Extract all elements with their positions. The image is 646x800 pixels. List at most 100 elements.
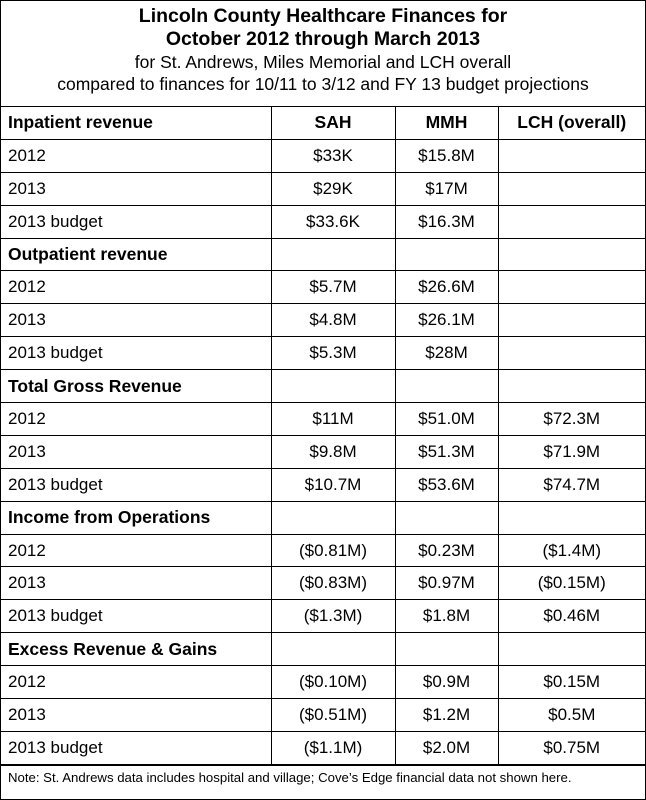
row-label: 2013 budget xyxy=(1,599,272,634)
row-label: 2012 xyxy=(1,665,272,700)
table-row: 2013 $9.8M $51.3M $71.9M xyxy=(1,434,645,469)
value-cell: $28M xyxy=(394,336,499,371)
row-label: 2012 xyxy=(1,533,272,568)
value-cell: $1.8M xyxy=(394,599,499,634)
value-cell: $15.8M xyxy=(394,138,499,173)
table-row: 2013 $4.8M $26.1M xyxy=(1,303,645,338)
section-header-row: Excess Revenue & Gains xyxy=(1,632,645,667)
value-cell: $0.15M xyxy=(497,665,645,700)
value-cell: ($1.4M) xyxy=(497,533,645,568)
empty-cell xyxy=(270,500,396,535)
table-row: 2013 budget ($1.1M) $2.0M $0.75M xyxy=(1,730,645,765)
finance-table: Inpatient revenue SAH MMH LCH (overall) 2012… xyxy=(1,107,645,765)
value-cell: $0.9M xyxy=(394,665,499,700)
table-row: 2013 budget $33.6K $16.3M xyxy=(1,204,645,239)
row-label: 2013 xyxy=(1,698,272,732)
row-label: 2012 xyxy=(1,138,272,173)
value-cell: $0.46M xyxy=(497,599,645,634)
value-cell: $0.5M xyxy=(497,698,645,732)
value-cell xyxy=(497,204,645,239)
column-header: LCH (overall) xyxy=(497,107,645,140)
title-line-1: Lincoln County Healthcare Finances for xyxy=(138,5,508,27)
table-row: 2013 ($0.83M) $0.97M ($0.15M) xyxy=(1,566,645,601)
empty-cell xyxy=(394,369,499,404)
column-header: SAH xyxy=(270,107,396,140)
table-row: 2012 ($0.10M) $0.9M $0.15M xyxy=(1,665,645,700)
value-cell: $74.7M xyxy=(497,467,645,502)
row-label: 2013 budget xyxy=(1,730,272,765)
section-header-row: Income from Operations xyxy=(1,500,645,535)
value-cell xyxy=(497,138,645,173)
value-cell xyxy=(497,336,645,371)
row-label: 2013 xyxy=(1,303,272,338)
value-cell: $2.0M xyxy=(394,730,499,765)
row-label: 2013 xyxy=(1,566,272,601)
row-label: 2012 xyxy=(1,402,272,436)
value-cell: $33.6K xyxy=(270,204,396,239)
empty-cell xyxy=(270,632,396,667)
section-header-row: Outpatient revenue xyxy=(1,237,645,272)
column-header: MMH xyxy=(394,107,499,140)
subtitle-line-2: compared to finances for 10/11 to 3/12 a… xyxy=(57,74,589,94)
table-row: 2012 $5.7M $26.6M xyxy=(1,270,645,305)
value-cell: $26.1M xyxy=(394,303,499,338)
empty-cell xyxy=(394,632,499,667)
value-cell: $5.7M xyxy=(270,270,396,305)
value-cell xyxy=(497,171,645,206)
row-label: 2013 budget xyxy=(1,336,272,371)
value-cell: $29K xyxy=(270,171,396,206)
value-cell: $16.3M xyxy=(394,204,499,239)
row-label: 2013 budget xyxy=(1,204,272,239)
table-row: 2012 $11M $51.0M $72.3M xyxy=(1,402,645,436)
value-cell: $0.97M xyxy=(394,566,499,601)
value-cell: $33K xyxy=(270,138,396,173)
empty-cell xyxy=(394,500,499,535)
title-line-2: October 2012 through March 2013 xyxy=(165,28,481,50)
section-heading: Excess Revenue & Gains xyxy=(1,632,272,667)
footnote: Note: St. Andrews data includes hospital… xyxy=(1,764,645,790)
value-cell: $5.3M xyxy=(270,336,396,371)
value-cell: $71.9M xyxy=(497,434,645,469)
section-heading: Income from Operations xyxy=(1,500,272,535)
table-row: 2013 $29K $17M xyxy=(1,171,645,206)
title-block: Lincoln County Healthcare Finances for O… xyxy=(1,1,645,107)
table-row: 2013 ($0.51M) $1.2M $0.5M xyxy=(1,698,645,732)
section-heading: Total Gross Revenue xyxy=(1,369,272,404)
table-row: 2013 budget ($1.3M) $1.8M $0.46M xyxy=(1,599,645,634)
value-cell: $51.3M xyxy=(394,434,499,469)
section-heading: Inpatient revenue xyxy=(1,107,272,140)
table-row: 2012 ($0.81M) $0.23M ($1.4M) xyxy=(1,533,645,568)
row-label: 2013 xyxy=(1,434,272,469)
value-cell: $53.6M xyxy=(394,467,499,502)
empty-cell xyxy=(270,237,396,272)
value-cell: $0.75M xyxy=(497,730,645,765)
value-cell: $17M xyxy=(394,171,499,206)
value-cell: $10.7M xyxy=(270,467,396,502)
value-cell xyxy=(497,270,645,305)
value-cell: $0.23M xyxy=(394,533,499,568)
section-header-row: Inpatient revenue SAH MMH LCH (overall) xyxy=(1,107,645,140)
value-cell: ($0.10M) xyxy=(270,665,396,700)
finance-table-body: Inpatient revenue SAH MMH LCH (overall) 2012… xyxy=(1,107,645,765)
row-label: 2013 budget xyxy=(1,467,272,502)
value-cell: ($0.51M) xyxy=(270,698,396,732)
section-header-row: Total Gross Revenue xyxy=(1,369,645,404)
value-cell: ($1.3M) xyxy=(270,599,396,634)
value-cell: $1.2M xyxy=(394,698,499,732)
value-cell: ($0.15M) xyxy=(497,566,645,601)
value-cell: $9.8M xyxy=(270,434,396,469)
empty-cell xyxy=(497,632,645,667)
value-cell: $4.8M xyxy=(270,303,396,338)
empty-cell xyxy=(497,369,645,404)
value-cell: $11M xyxy=(270,402,396,436)
table-row: 2013 budget $10.7M $53.6M $74.7M xyxy=(1,467,645,502)
row-label: 2012 xyxy=(1,270,272,305)
table-row: 2012 $33K $15.8M xyxy=(1,138,645,173)
row-label: 2013 xyxy=(1,171,272,206)
empty-cell xyxy=(497,237,645,272)
value-cell: ($0.83M) xyxy=(270,566,396,601)
table-row: 2013 budget $5.3M $28M xyxy=(1,336,645,371)
value-cell xyxy=(497,303,645,338)
value-cell: $26.6M xyxy=(394,270,499,305)
